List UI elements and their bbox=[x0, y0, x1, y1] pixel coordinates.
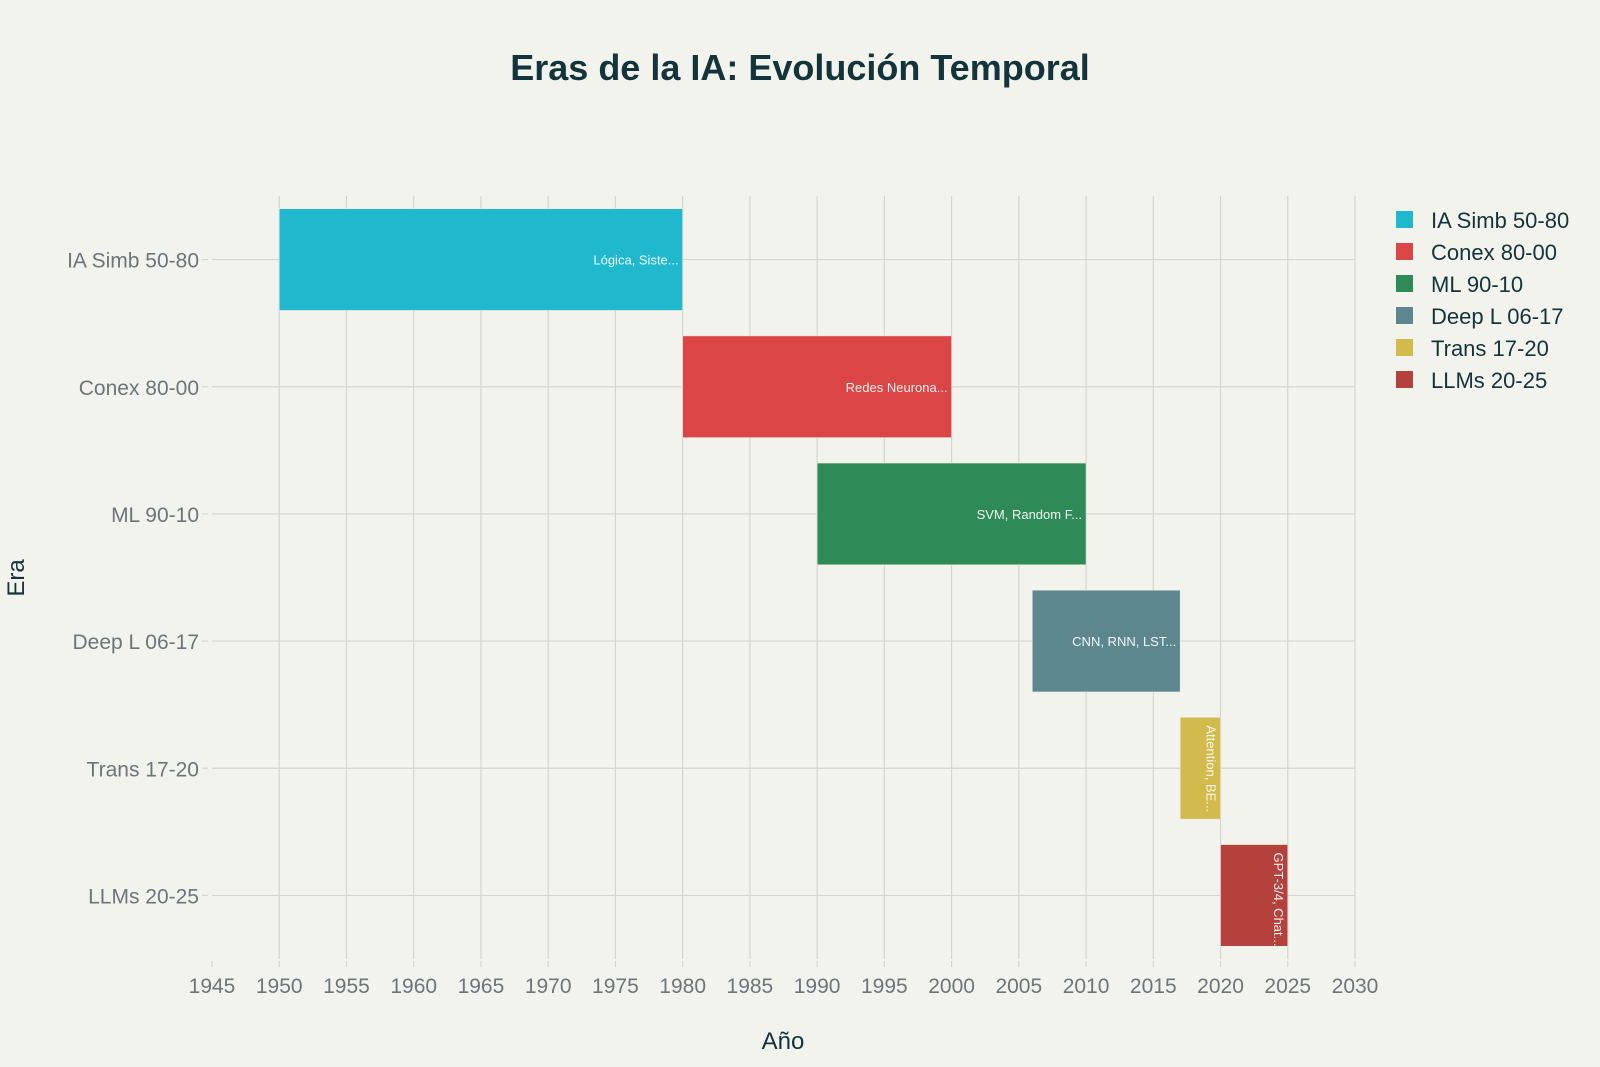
legend-swatch bbox=[1396, 371, 1413, 388]
x-tick-label: 2005 bbox=[995, 975, 1042, 998]
bar-label: SVM, Random F... bbox=[977, 507, 1082, 522]
bar-6[interactable] bbox=[1220, 844, 1289, 947]
legend-swatch bbox=[1396, 243, 1413, 260]
legend-label[interactable]: Conex 80-00 bbox=[1431, 240, 1557, 265]
x-tick-label: 1955 bbox=[323, 975, 370, 998]
legend-label[interactable]: Trans 17-20 bbox=[1431, 336, 1549, 361]
y-tick-label: LLMs 20-25 bbox=[88, 885, 199, 908]
y-tick-label: Deep L 06-17 bbox=[73, 631, 199, 654]
bar-3[interactable] bbox=[816, 462, 1087, 566]
x-tick-label: 1970 bbox=[525, 975, 572, 998]
x-tick-label: 2000 bbox=[928, 975, 975, 998]
bar-1[interactable] bbox=[278, 208, 683, 311]
legend-swatch bbox=[1396, 211, 1413, 228]
legend-swatch bbox=[1396, 275, 1413, 292]
x-tick-label: 1965 bbox=[458, 975, 505, 998]
x-axis-ticks: 1945 1950 1955 1960 1965 1970 1975 1980 1985 1990… bbox=[189, 961, 1379, 998]
chart-title: Eras de la IA: Evolución Temporal bbox=[510, 47, 1089, 88]
bar-label: CNN, RNN, LST... bbox=[1072, 634, 1176, 649]
legend-label[interactable]: IA Simb 50-80 bbox=[1431, 208, 1569, 233]
y-tick-label: Trans 17-20 bbox=[87, 758, 199, 781]
bar-label: GPT-3/4, Chat... bbox=[1271, 853, 1286, 947]
y-gridlines bbox=[212, 258, 1355, 897]
bar-4[interactable] bbox=[1031, 589, 1181, 693]
bar-label: Lógica, Siste... bbox=[593, 253, 678, 268]
bar-2[interactable] bbox=[682, 335, 952, 438]
bar-5[interactable] bbox=[1179, 717, 1221, 820]
x-gridlines bbox=[278, 196, 1356, 959]
x-axis-title: Año bbox=[762, 1028, 805, 1055]
legend: IA Simb 50-80 Conex 80-00 ML 90-10 Deep L 0… bbox=[1396, 208, 1569, 393]
legend-label[interactable]: ML 90-10 bbox=[1431, 272, 1523, 297]
x-tick-label: 1945 bbox=[189, 975, 236, 998]
x-tick-label: 2010 bbox=[1063, 975, 1110, 998]
x-tick-label: 2030 bbox=[1332, 975, 1379, 998]
x-tick-label: 1985 bbox=[727, 975, 774, 998]
y-tick-label: ML 90-10 bbox=[111, 504, 199, 527]
x-tick-label: 2020 bbox=[1197, 975, 1244, 998]
x-tick-label: 1975 bbox=[592, 975, 639, 998]
x-tick-label: 1960 bbox=[390, 975, 437, 998]
x-tick-label: 1950 bbox=[256, 975, 303, 998]
y-axis-title: Era bbox=[3, 559, 30, 597]
x-tick-label: 1995 bbox=[861, 975, 908, 998]
y-tick-label: Conex 80-00 bbox=[79, 377, 199, 400]
x-tick-label: 1980 bbox=[659, 975, 706, 998]
y-tick-label: IA Simb 50-80 bbox=[67, 250, 199, 273]
x-tick-label: 1990 bbox=[794, 975, 841, 998]
x-tick-label: 2025 bbox=[1264, 975, 1311, 998]
bar-label: Attention, BE... bbox=[1204, 725, 1219, 812]
legend-label[interactable]: LLMs 20-25 bbox=[1431, 368, 1547, 393]
legend-label[interactable]: Deep L 06-17 bbox=[1431, 304, 1564, 329]
y-axis-ticks: IA Simb 50-80 Conex 80-00 ML 90-10 Deep L 0… bbox=[67, 250, 208, 908]
legend-swatch bbox=[1396, 339, 1413, 356]
x-tick-label: 2015 bbox=[1130, 975, 1177, 998]
legend-swatch bbox=[1396, 307, 1413, 324]
bars: Lógica, Siste... Redes Neurona... SVM, Ran… bbox=[278, 208, 1289, 947]
bar-label: Redes Neurona... bbox=[846, 380, 948, 395]
